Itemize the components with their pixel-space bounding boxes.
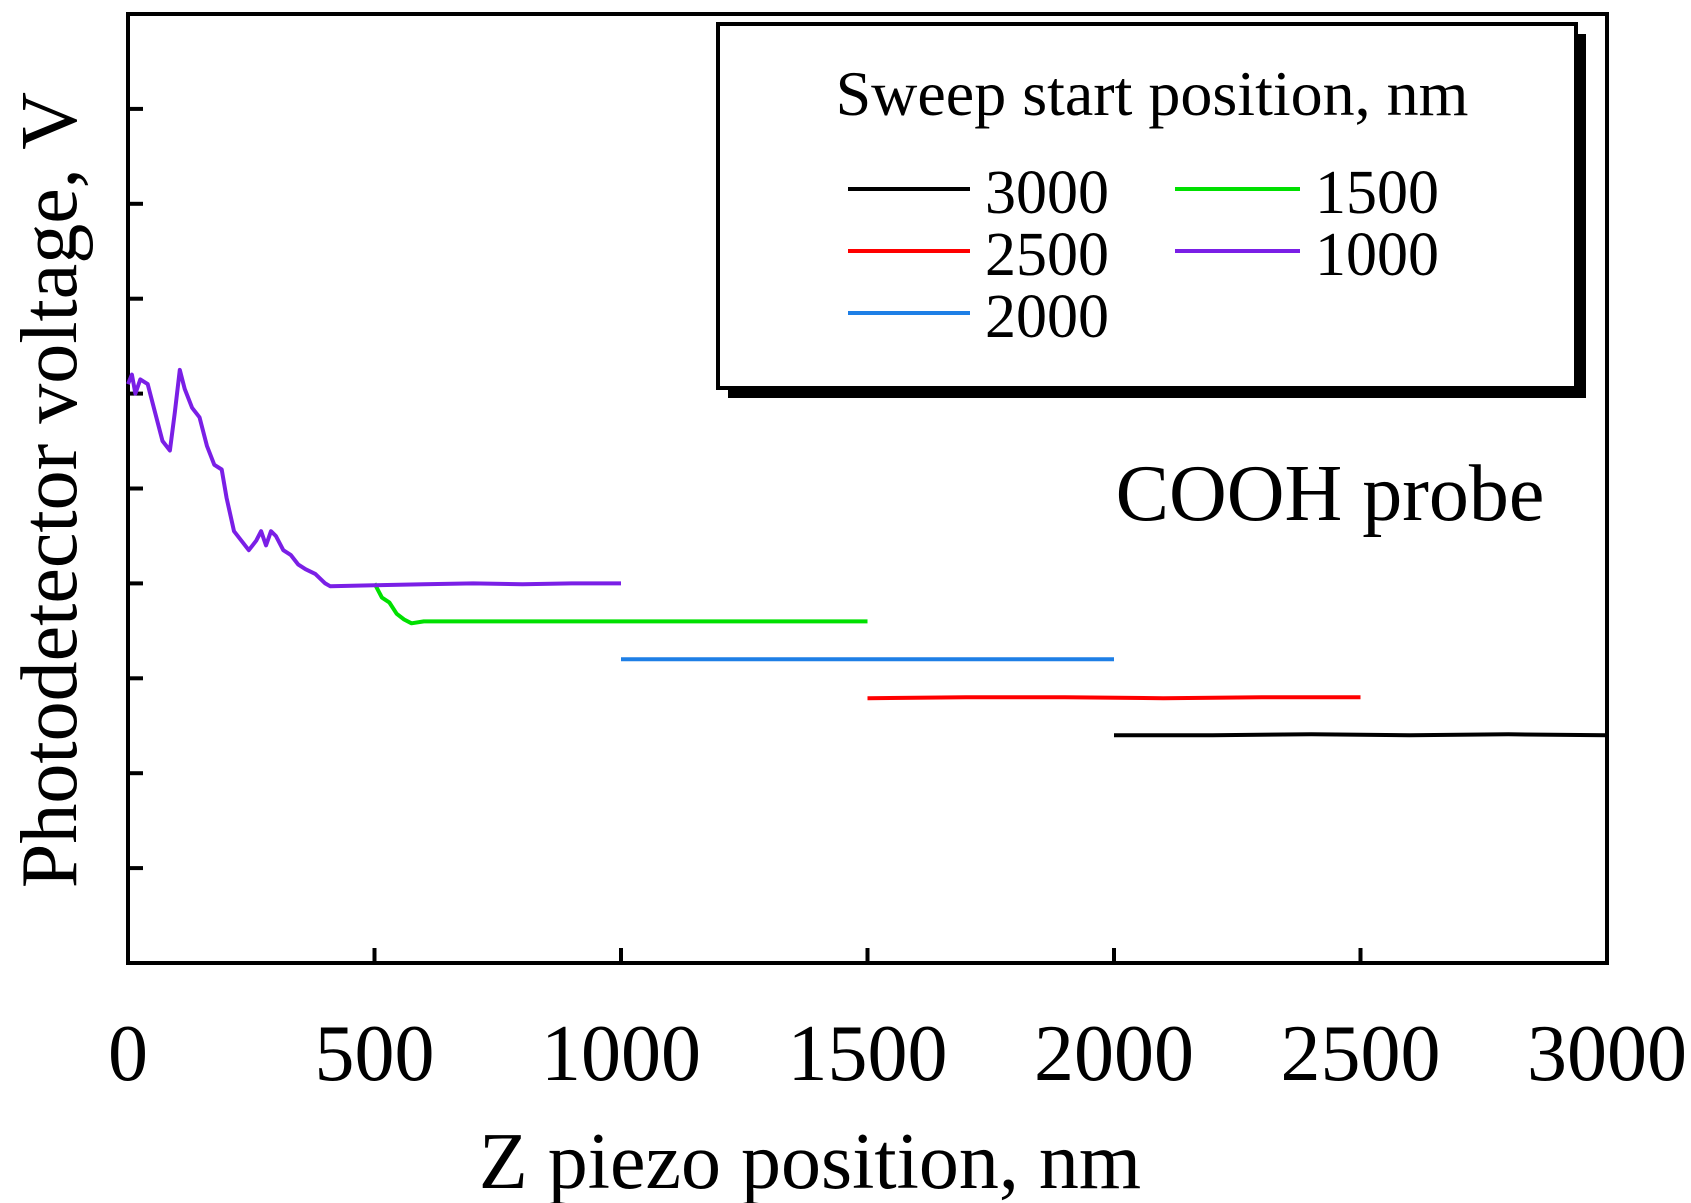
legend-label-3000: 3000 — [985, 159, 1109, 227]
x-tick-label-4: 2000 — [1034, 1010, 1194, 1098]
series-line-1000 — [126, 367, 621, 589]
series-line-1500 — [372, 582, 868, 626]
x-tick-label-6: 3000 — [1527, 1010, 1687, 1098]
series-lines — [126, 367, 1608, 738]
x-tick-label-1: 500 — [315, 1010, 435, 1098]
x-tick-label-2: 1000 — [541, 1010, 701, 1098]
legend-label-1000: 1000 — [1315, 221, 1439, 289]
x-axis-ticks — [372, 948, 1363, 963]
legend-title: Sweep start position, nm — [836, 58, 1469, 129]
x-tick-label-0: 0 — [108, 1010, 148, 1098]
legend-label-1500: 1500 — [1315, 159, 1439, 227]
x-tick-label-5: 2500 — [1281, 1010, 1441, 1098]
annotation-cooh-probe: COOH probe — [1116, 450, 1545, 538]
series-line-2500 — [867, 695, 1361, 701]
y-axis-ticks — [128, 106, 143, 871]
legend-label-2000: 2000 — [985, 283, 1109, 351]
x-axis-title: Z piezo position, nm — [479, 1118, 1141, 1203]
x-axis-tick-labels: 0 500 1000 1500 2000 2500 3000 — [108, 1010, 1687, 1098]
legend-box — [716, 22, 1578, 390]
x-tick-label-3: 1500 — [788, 1010, 948, 1098]
legend-label-2500: 2500 — [985, 221, 1109, 289]
y-axis-title: Photodetector voltage, V — [6, 92, 94, 888]
series-line-3000 — [1114, 732, 1608, 738]
